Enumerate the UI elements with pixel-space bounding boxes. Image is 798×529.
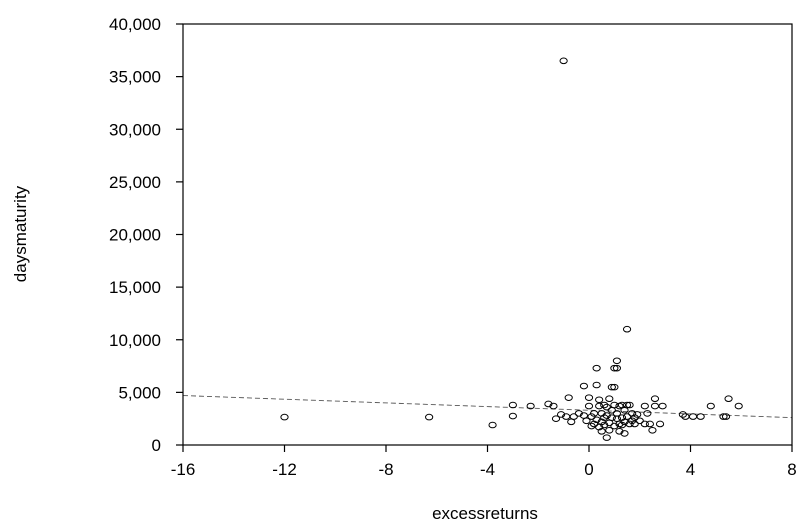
data-point [508, 412, 517, 420]
data-point [696, 413, 705, 420]
y-tick-label: 5,000 [118, 383, 161, 402]
data-point [678, 411, 687, 418]
data-point [633, 411, 642, 418]
data-point [658, 402, 667, 410]
data-point [650, 395, 660, 402]
data-point [564, 394, 573, 401]
y-tick-label: 25,000 [109, 173, 161, 192]
data-point [610, 401, 619, 409]
data-point [526, 402, 535, 410]
data-point [582, 417, 591, 425]
y-tick-label: 0 [152, 436, 161, 455]
data-point [640, 420, 649, 428]
data-point [584, 402, 594, 410]
data-point [620, 406, 629, 414]
data-point [567, 418, 576, 426]
data-point [628, 410, 637, 417]
y-axis-title: daysmaturity [11, 185, 30, 282]
data-point [610, 383, 619, 391]
data-point [559, 57, 568, 65]
x-tick-label: 8 [787, 460, 796, 479]
y-tick-label: 15,000 [109, 278, 161, 297]
y-tick-label: 40,000 [109, 15, 161, 34]
data-point [488, 421, 497, 429]
data-point [579, 382, 589, 390]
x-tick-label: -12 [272, 460, 297, 479]
y-tick-label: 35,000 [109, 68, 161, 87]
data-point [605, 395, 614, 402]
data-point [721, 413, 731, 420]
data-point [549, 402, 558, 410]
data-point [597, 410, 606, 417]
data-point [600, 401, 609, 409]
x-axis-title: excessreturns [432, 504, 538, 523]
data-point [556, 411, 566, 418]
data-point [612, 415, 622, 422]
x-tick-label: 0 [584, 460, 593, 479]
data-point [595, 402, 604, 410]
data-point [615, 428, 624, 435]
x-tick-label: -16 [171, 460, 196, 479]
data-point [643, 410, 652, 417]
data-point [617, 414, 627, 421]
data-point [587, 422, 596, 430]
data-point [625, 401, 634, 409]
data-point [544, 400, 553, 408]
data-point [600, 421, 609, 429]
y-tick-label: 20,000 [109, 226, 161, 245]
trend-line [182, 395, 793, 419]
data-point [640, 402, 649, 410]
axes-layer: 0 5,000 10,000 15,000 20,000 25,000 30,000 35,0… [109, 15, 797, 479]
data-point [602, 412, 611, 419]
data-point [574, 410, 583, 417]
data-point [648, 426, 657, 434]
data-point [569, 413, 578, 420]
data-point [607, 414, 616, 421]
data-point [610, 422, 619, 430]
data-point [650, 402, 660, 410]
data-point [597, 428, 606, 435]
y-tick-label: 10,000 [109, 331, 161, 350]
x-tick-label: -8 [378, 460, 393, 479]
data-points-layer [182, 57, 793, 441]
data-point [508, 401, 517, 409]
data-point [612, 410, 622, 417]
data-point [602, 434, 611, 441]
plot-frame [182, 23, 793, 446]
data-point [635, 417, 644, 425]
data-point [612, 357, 622, 365]
x-tick-label: 4 [686, 460, 695, 479]
data-point [620, 430, 629, 437]
data-point [706, 402, 715, 410]
x-tick-label: -4 [480, 460, 495, 479]
data-point [595, 396, 604, 404]
data-point [622, 325, 632, 333]
data-point [724, 395, 733, 402]
data-point [592, 364, 601, 372]
y-tick-label: 30,000 [109, 120, 161, 139]
data-point [655, 420, 665, 428]
data-point [688, 413, 698, 420]
data-point [607, 406, 616, 414]
data-point [645, 420, 655, 428]
data-point [280, 413, 289, 421]
data-point [734, 402, 743, 410]
data-point [592, 381, 601, 389]
data-point [584, 394, 594, 401]
data-point [612, 364, 622, 372]
data-point [551, 415, 561, 422]
data-point [425, 413, 434, 421]
data-point [605, 426, 614, 434]
data-point [592, 416, 601, 424]
